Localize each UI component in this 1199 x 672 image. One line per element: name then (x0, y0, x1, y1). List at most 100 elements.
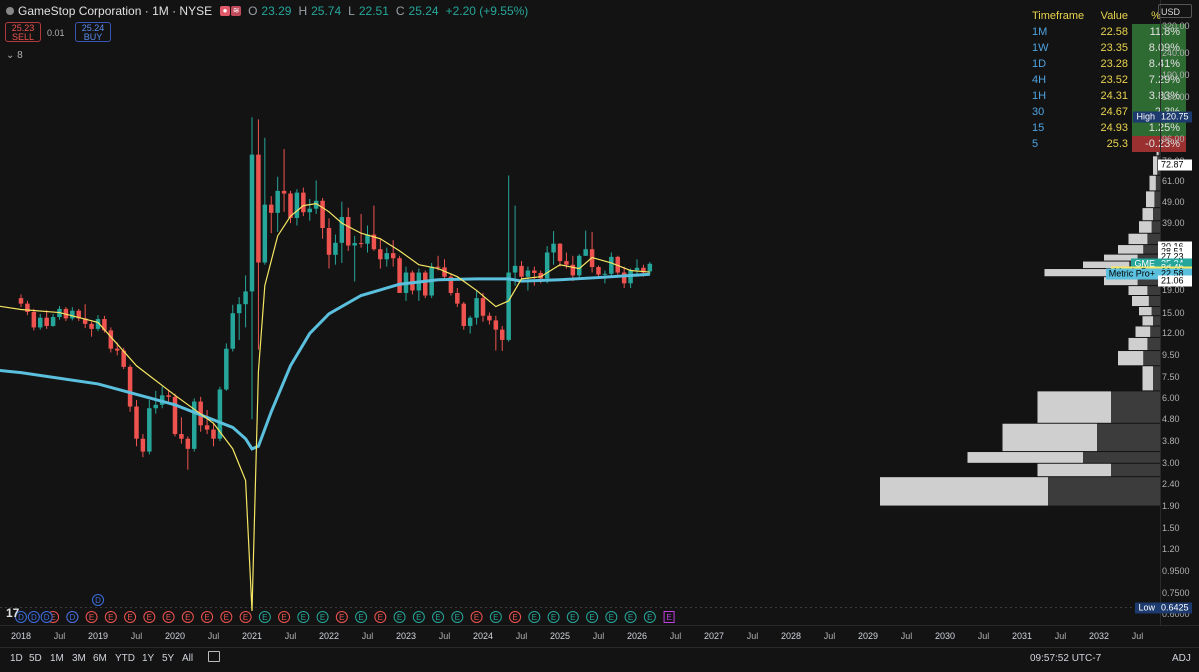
range-button-5y[interactable]: 5Y (162, 653, 175, 664)
candle-body (570, 264, 576, 276)
time-month-label: Jul (53, 631, 66, 641)
earnings-marker[interactable]: E (316, 611, 329, 623)
earnings-marker[interactable]: E (489, 611, 502, 623)
level-72-price-label: 72.87 (1158, 159, 1192, 171)
symbol-title[interactable]: GameStop Corporation · 1M · NYSE (18, 4, 213, 18)
time-month-label: Jul (130, 631, 143, 641)
earnings-marker[interactable]: E (374, 611, 387, 623)
price-chart[interactable]: EEEEEEEEEEEEEEEEEEEEEEEEEEEEEEEEEDDDDD (0, 0, 1160, 625)
upcoming-earnings-marker[interactable]: E (663, 611, 675, 623)
time-axis[interactable] (0, 625, 1199, 646)
earnings-marker-label: E (647, 613, 652, 622)
candle-body (121, 350, 126, 367)
adjust-button[interactable]: ADJ (1172, 653, 1191, 664)
time-month-label: Jul (438, 631, 451, 641)
earnings-marker[interactable]: E (509, 611, 522, 623)
candle-body (378, 249, 383, 260)
candle-body (301, 192, 306, 213)
timeframe-row: 15 24.93 1.25% (1028, 120, 1186, 136)
earnings-marker[interactable]: E (547, 611, 560, 623)
earnings-marker[interactable]: E (85, 611, 98, 623)
upcoming-earnings-box (663, 611, 675, 623)
candle-body (262, 204, 268, 263)
data-status-icon[interactable]: ≋ (231, 6, 242, 16)
earnings-marker-label: E (609, 613, 614, 622)
dividend-marker[interactable]: D (92, 594, 104, 606)
earnings-marker-circle (355, 611, 368, 623)
earnings-marker[interactable]: E (605, 611, 618, 623)
range-button-1m[interactable]: 1M (50, 653, 64, 664)
price-tick-label: 1.90 (1162, 501, 1180, 512)
candle-body (358, 243, 364, 245)
earnings-marker-label: E (89, 613, 94, 622)
earnings-marker-circle (509, 611, 522, 623)
earnings-marker[interactable]: E (239, 611, 252, 623)
earnings-marker[interactable]: E (528, 611, 541, 623)
dividend-marker[interactable]: D (40, 611, 53, 623)
earnings-marker[interactable]: E (432, 611, 445, 623)
earnings-marker[interactable]: E (586, 611, 599, 623)
earnings-marker-circle (85, 611, 98, 623)
event-markers[interactable]: EEEEEEEEEEEEEEEEEEEEEEEEEEEEEEEEEDDDDD (15, 594, 675, 623)
earnings-marker[interactable]: E (181, 611, 194, 623)
range-button-5d[interactable]: 5D (29, 653, 42, 664)
earnings-marker[interactable]: E (143, 611, 156, 623)
earnings-marker-label: E (50, 613, 55, 622)
indicators-toggle-button[interactable]: ⌄ 8 (6, 50, 23, 61)
candle-body (192, 401, 197, 449)
dividend-marker[interactable]: D (66, 611, 79, 623)
earnings-marker[interactable]: E (201, 611, 214, 623)
earnings-marker[interactable]: E (393, 611, 406, 623)
range-button-6m[interactable]: 6M (93, 653, 107, 664)
earnings-marker[interactable]: E (412, 611, 425, 623)
dividend-marker[interactable]: D (27, 611, 40, 623)
time-month-label: Jul (669, 631, 682, 641)
tradingview-logo-icon[interactable]: 17 (6, 606, 20, 620)
status-tags[interactable]: ● ≋ (220, 6, 242, 16)
metric-pro-plus-price-label: 22.58 (1158, 268, 1192, 280)
market-status-icon[interactable]: ● (220, 6, 231, 16)
calendar-icon[interactable] (208, 651, 220, 662)
earnings-marker[interactable]: E (162, 611, 175, 623)
candle-body (44, 317, 49, 326)
timeframe-cell: 5 (1032, 138, 1039, 150)
candle-body (525, 270, 531, 277)
earnings-marker[interactable]: E (278, 611, 291, 623)
earnings-marker[interactable]: E (470, 611, 483, 623)
value-cell: 23.35 (1100, 42, 1128, 54)
earnings-marker[interactable]: E (258, 611, 271, 623)
candle-body (275, 190, 280, 213)
currency-selector[interactable]: USD (1158, 4, 1192, 18)
price-axis[interactable] (1160, 0, 1199, 625)
earnings-marker[interactable]: E (643, 611, 656, 623)
clock[interactable]: 09:57:52 UTC-7 (1030, 653, 1102, 664)
range-button-ytd[interactable]: YTD (115, 653, 135, 664)
candle-body (596, 267, 601, 275)
volume-profile-bar (1083, 261, 1130, 269)
dividend-marker[interactable]: D (15, 611, 27, 623)
range-button-3m[interactable]: 3M (72, 653, 86, 664)
candle-body (127, 366, 133, 407)
candle-body (352, 243, 357, 246)
price-tick-label: 19.00 (1162, 285, 1185, 296)
time-year-label: 2019 (87, 631, 109, 641)
earnings-marker[interactable]: E (566, 611, 579, 623)
earnings-marker[interactable]: E (297, 611, 310, 623)
range-button-all[interactable]: All (182, 653, 194, 664)
earnings-marker[interactable]: E (335, 611, 348, 623)
earnings-marker[interactable]: E (624, 611, 637, 623)
earnings-marker[interactable]: E (104, 611, 117, 623)
sell-button[interactable]: 25.23 SELL (5, 22, 41, 42)
candle-body (583, 249, 588, 256)
candle-body (281, 190, 287, 194)
earnings-marker[interactable]: E (355, 611, 368, 623)
timeframe-cell: 1W (1032, 42, 1049, 54)
range-button-1y[interactable]: 1Y (142, 653, 155, 664)
time-month-label: Jul (515, 631, 528, 641)
earnings-marker[interactable]: E (124, 611, 137, 623)
earnings-marker[interactable]: E (451, 611, 464, 623)
earnings-marker[interactable]: E (220, 611, 233, 623)
buy-button[interactable]: 25.24 BUY (75, 22, 111, 42)
candle-body (467, 317, 473, 326)
range-button-1d[interactable]: 1D (10, 653, 23, 664)
